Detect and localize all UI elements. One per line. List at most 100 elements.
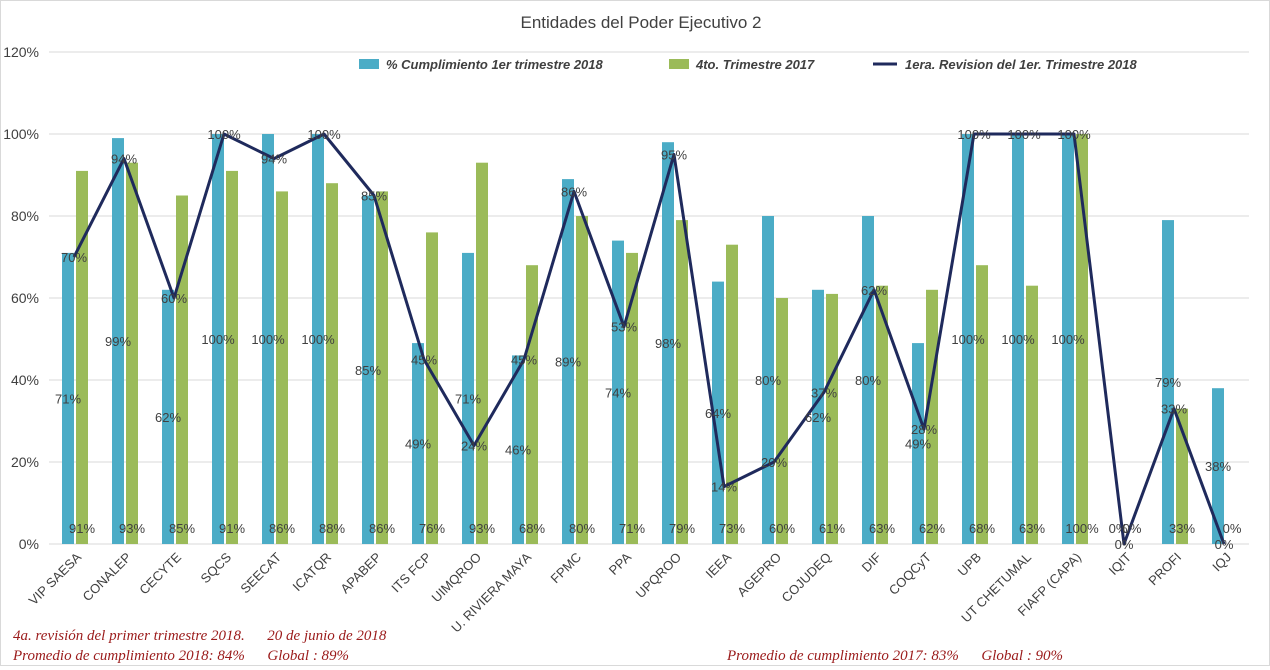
line-data-label: 0% <box>1215 537 1234 552</box>
trend-line <box>72 132 1226 546</box>
data-label: 0% <box>1109 521 1128 536</box>
legend-label: 4to. Trimestre 2017 <box>695 57 815 72</box>
bar-trimestre-2017 <box>726 244 738 544</box>
bar-cumplimiento-2018 <box>962 134 974 544</box>
bar-trimestre-2017 <box>226 170 238 544</box>
x-category-label: DIF <box>859 549 884 574</box>
line-data-label: 60% <box>161 291 187 306</box>
y-tick-label: 60% <box>11 290 39 306</box>
line-data-label: 62% <box>861 283 887 298</box>
data-label: 100% <box>1065 521 1099 536</box>
line-data-label: 70% <box>61 250 87 265</box>
data-label: 63% <box>1019 521 1045 536</box>
data-labels: 71% 91% 99% 93% 62% 85% 100% 91% 100% 86% 100% 88% 8… <box>55 127 1242 552</box>
data-label: 62% <box>155 410 181 425</box>
line-data-label: 100% <box>1057 127 1091 142</box>
bar-trimestre-2017 <box>426 232 438 544</box>
x-category-label: UPB <box>955 550 985 580</box>
data-label: 100% <box>1001 332 1035 347</box>
legend: % Cumplimiento 1er trimestre 2018 4to. Tr… <box>359 57 1138 72</box>
bar-cumplimiento-2018 <box>362 195 374 544</box>
data-label: 76% <box>419 521 445 536</box>
data-label: 91% <box>219 521 245 536</box>
line-data-label: 14% <box>711 480 737 495</box>
x-category-label: AGEPRO <box>734 550 784 600</box>
line-data-label: 20% <box>761 455 787 470</box>
line-data-label: 100% <box>957 127 991 142</box>
data-label: 71% <box>55 391 81 406</box>
data-label: 64% <box>705 406 731 421</box>
x-category-label: VIP SAESA <box>26 549 85 608</box>
bar-cumplimiento-2018 <box>212 134 224 544</box>
average-2017-note: Promedio de cumplimiento 2017: 83% Globa… <box>727 648 1064 664</box>
line-data-label: 95% <box>661 148 687 163</box>
line-data-label: 85% <box>361 189 387 204</box>
bar-trimestre-2017 <box>976 265 988 544</box>
data-label: 61% <box>819 521 845 536</box>
gridlines <box>49 51 1249 545</box>
data-label: 49% <box>405 437 431 452</box>
data-label: 85% <box>169 521 195 536</box>
data-label: 71% <box>619 521 645 536</box>
average-2018-note: Promedio de cumplimiento 2018: 84% Globa… <box>13 648 350 664</box>
bar-cumplimiento-2018 <box>812 289 824 544</box>
data-label: 46% <box>505 443 531 458</box>
x-category-label: PROFI <box>1145 550 1184 589</box>
x-category-label: IQIT <box>1106 549 1135 578</box>
x-category-label: CONALEP <box>80 550 135 605</box>
data-label: 85% <box>355 363 381 378</box>
y-tick-label: 40% <box>11 372 39 388</box>
data-label: 79% <box>1155 375 1181 390</box>
data-label: 89% <box>555 355 581 370</box>
data-label: 63% <box>869 521 895 536</box>
data-label: 74% <box>605 385 631 400</box>
bar-cumplimiento-2018 <box>662 142 674 544</box>
data-label: 100% <box>201 332 235 347</box>
bar-cumplimiento-2018 <box>112 138 124 544</box>
bar-trimestre-2017 <box>776 298 788 544</box>
data-label: 99% <box>105 334 131 349</box>
y-tick-label: 0% <box>19 536 39 552</box>
bar-cumplimiento-2018 <box>312 134 324 544</box>
x-category-label: CECYTE <box>136 549 184 597</box>
bar-trimestre-2017 <box>326 183 338 544</box>
bar-cumplimiento-2018 <box>512 355 524 544</box>
data-label: 49% <box>905 437 931 452</box>
data-label: 0% <box>1223 521 1242 536</box>
data-label: 93% <box>119 521 145 536</box>
review-note: 4a. revisión del primer trimestre 2018. … <box>13 628 387 644</box>
bar-trimestre-2017 <box>826 293 838 544</box>
line-data-label: 28% <box>911 422 937 437</box>
data-label: 100% <box>301 332 335 347</box>
x-category-label: IQJ <box>1209 550 1234 575</box>
bar-cumplimiento-2018 <box>912 343 924 544</box>
data-label: 86% <box>269 521 295 536</box>
data-label: 62% <box>805 410 831 425</box>
bar-trimestre-2017 <box>576 216 588 544</box>
data-label: 80% <box>569 521 595 536</box>
line-data-label: 24% <box>461 439 487 454</box>
data-label: 98% <box>655 336 681 351</box>
line-data-label: 37% <box>811 385 837 400</box>
data-label: 86% <box>369 521 395 536</box>
bar-cumplimiento-2018 <box>62 252 74 544</box>
chart-title: Entidades del Poder Ejecutivo 2 <box>521 13 762 32</box>
x-category-label: FPMC <box>547 550 584 587</box>
legend-swatch <box>669 59 689 69</box>
bar-cumplimiento-2018 <box>562 179 574 544</box>
line-data-label: 45% <box>511 353 537 368</box>
x-category-label: ITS FCP <box>388 550 434 596</box>
data-label: 100% <box>1051 332 1085 347</box>
y-tick-label: 80% <box>11 208 39 224</box>
bar-cumplimiento-2018 <box>412 343 424 544</box>
data-label: 80% <box>855 373 881 388</box>
bar-trimestre-2017 <box>676 220 688 544</box>
line-data-label: 86% <box>561 184 587 199</box>
bar-cumplimiento-2018 <box>1162 220 1174 544</box>
data-label: 68% <box>969 521 995 536</box>
data-label: 80% <box>755 373 781 388</box>
bar-cumplimiento-2018 <box>1062 134 1074 544</box>
bar-trimestre-2017 <box>176 195 188 544</box>
data-label: 88% <box>319 521 345 536</box>
